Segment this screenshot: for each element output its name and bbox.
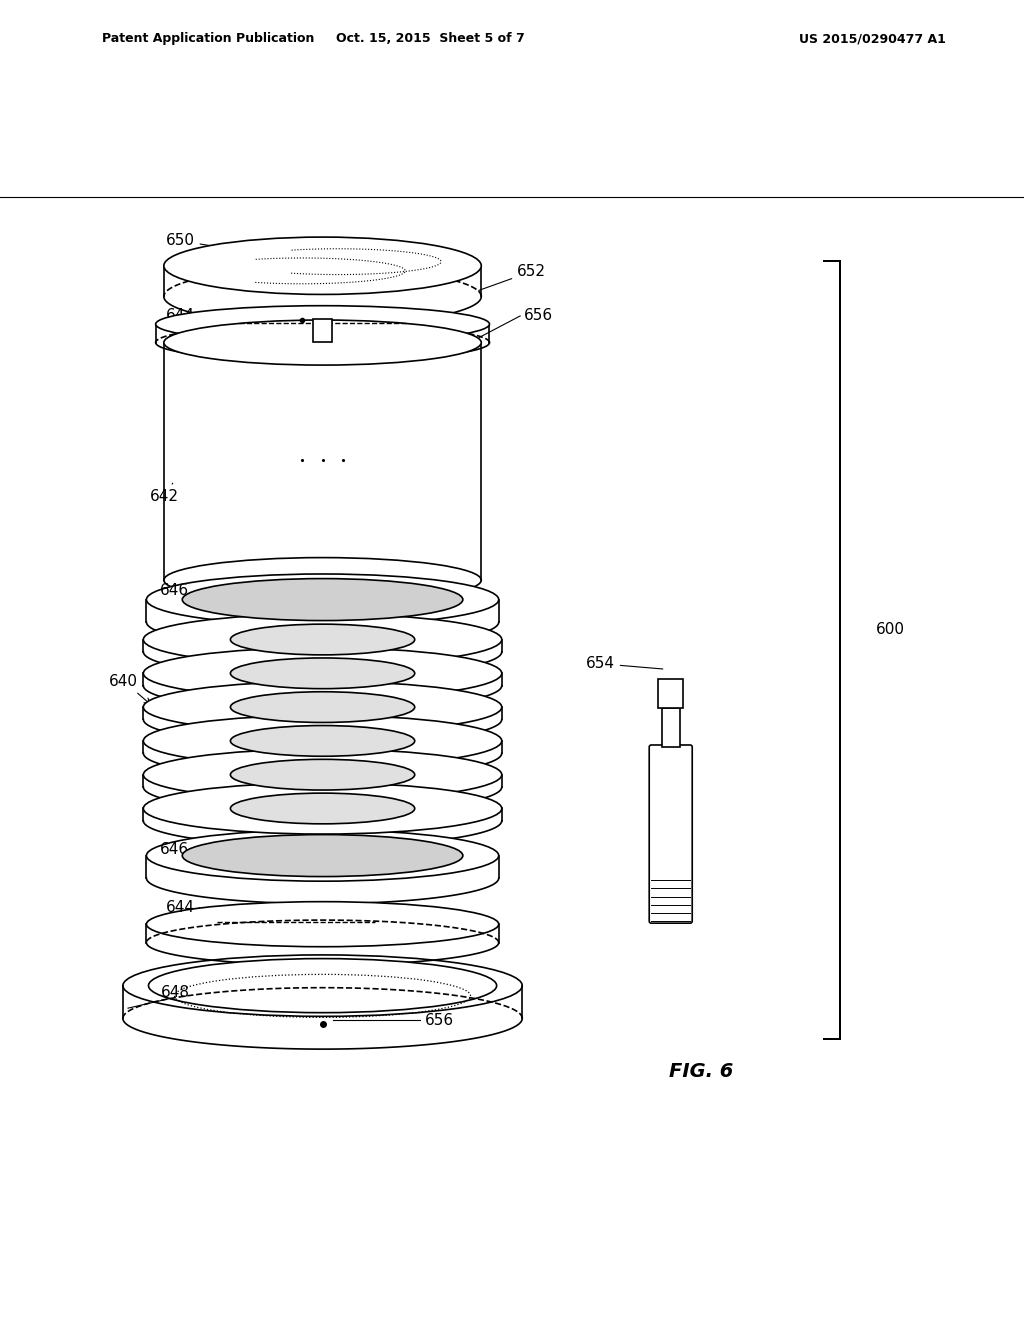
- Polygon shape: [164, 265, 481, 297]
- Polygon shape: [146, 924, 499, 942]
- Polygon shape: [146, 599, 499, 622]
- Ellipse shape: [230, 793, 415, 824]
- Ellipse shape: [164, 319, 481, 366]
- Ellipse shape: [230, 692, 415, 722]
- Ellipse shape: [143, 783, 502, 834]
- Ellipse shape: [230, 726, 415, 756]
- Bar: [662, 708, 680, 747]
- Text: Oct. 15, 2015  Sheet 5 of 7: Oct. 15, 2015 Sheet 5 of 7: [336, 32, 524, 45]
- Text: Patent Application Publication: Patent Application Publication: [102, 32, 314, 45]
- Polygon shape: [143, 673, 502, 685]
- Ellipse shape: [230, 759, 415, 791]
- Text: 600: 600: [876, 622, 904, 636]
- Ellipse shape: [148, 958, 497, 1012]
- Ellipse shape: [156, 306, 489, 343]
- Text: 652: 652: [479, 264, 546, 290]
- Text: 646: 646: [161, 583, 189, 598]
- Polygon shape: [143, 708, 502, 719]
- Ellipse shape: [164, 238, 481, 294]
- Ellipse shape: [123, 954, 522, 1016]
- Ellipse shape: [146, 574, 499, 626]
- Text: 644: 644: [166, 900, 195, 915]
- Ellipse shape: [143, 681, 502, 733]
- Ellipse shape: [146, 830, 499, 882]
- FancyBboxPatch shape: [649, 744, 692, 923]
- Ellipse shape: [164, 557, 481, 603]
- Text: 654: 654: [586, 656, 663, 671]
- Text: 644: 644: [166, 309, 195, 323]
- Text: 640: 640: [110, 673, 151, 705]
- Polygon shape: [143, 741, 502, 754]
- Bar: [658, 680, 683, 708]
- Ellipse shape: [143, 648, 502, 698]
- Text: 642: 642: [151, 483, 179, 504]
- Ellipse shape: [182, 578, 463, 620]
- Polygon shape: [146, 855, 499, 878]
- Ellipse shape: [230, 657, 415, 689]
- Ellipse shape: [182, 834, 463, 876]
- Text: 650: 650: [166, 234, 268, 255]
- Polygon shape: [123, 986, 522, 1019]
- Text: 648: 648: [161, 985, 189, 1001]
- Ellipse shape: [143, 715, 502, 767]
- Ellipse shape: [146, 902, 499, 946]
- Text: 646: 646: [161, 842, 189, 857]
- Ellipse shape: [230, 624, 415, 655]
- Ellipse shape: [143, 748, 502, 800]
- Text: FIG. 6: FIG. 6: [670, 1063, 733, 1081]
- Ellipse shape: [143, 614, 502, 665]
- Text: US 2015/0290477 A1: US 2015/0290477 A1: [799, 32, 945, 45]
- Polygon shape: [143, 775, 502, 787]
- Polygon shape: [164, 343, 481, 579]
- Polygon shape: [143, 639, 502, 652]
- Polygon shape: [156, 325, 489, 343]
- Text: 656: 656: [524, 309, 553, 323]
- Text: 656: 656: [425, 1012, 454, 1028]
- Bar: [313, 319, 332, 342]
- Polygon shape: [143, 808, 502, 821]
